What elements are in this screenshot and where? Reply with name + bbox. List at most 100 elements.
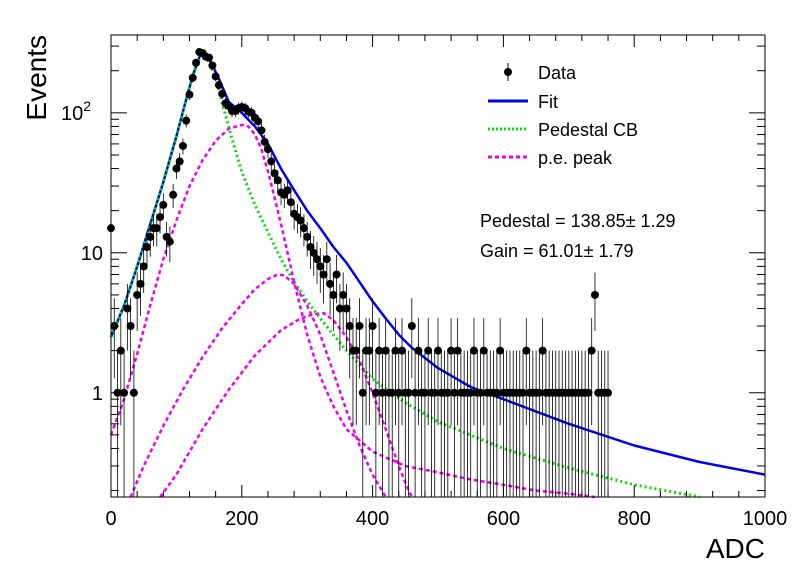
data-point xyxy=(136,263,145,316)
data-point xyxy=(479,318,488,426)
legend: Data Fit Pedestal CB p.e. peak xyxy=(488,63,638,168)
marker xyxy=(254,117,263,126)
data-point xyxy=(581,350,590,497)
marker xyxy=(368,321,377,330)
marker xyxy=(283,186,292,195)
data-point xyxy=(447,318,456,426)
data-point xyxy=(165,226,174,263)
data-point xyxy=(257,123,266,138)
data-point xyxy=(205,53,214,62)
marker xyxy=(519,388,528,397)
marker xyxy=(309,248,318,257)
marker xyxy=(420,388,429,397)
marker xyxy=(169,190,178,199)
data-point xyxy=(522,318,531,426)
marker xyxy=(267,157,276,166)
pe-peak-curve xyxy=(129,273,387,498)
y-tick-label: 10 xyxy=(81,243,103,265)
pedestal-pm: ± xyxy=(626,211,636,231)
y-tick-label: 102 xyxy=(61,98,91,125)
marker xyxy=(192,58,201,67)
data-point xyxy=(535,350,544,497)
data-point xyxy=(469,318,478,426)
data-point xyxy=(214,80,223,91)
data-point xyxy=(528,350,537,497)
data-point xyxy=(541,350,550,497)
marker xyxy=(375,346,384,355)
data-point xyxy=(329,272,338,331)
marker xyxy=(430,388,439,397)
marker xyxy=(296,216,305,225)
data-point xyxy=(303,221,312,257)
data-point xyxy=(502,350,511,497)
marker xyxy=(447,346,456,355)
y-axis-label: Events xyxy=(21,35,52,121)
marker xyxy=(587,346,596,355)
data-point xyxy=(577,350,586,497)
data-point xyxy=(316,247,325,293)
marker xyxy=(332,270,341,279)
marker xyxy=(214,81,223,90)
data-point xyxy=(175,152,184,172)
data-point xyxy=(476,350,485,497)
data-point xyxy=(283,179,292,203)
marker xyxy=(407,321,416,330)
data-point xyxy=(211,72,220,82)
marker xyxy=(329,290,338,299)
data-point xyxy=(169,183,178,209)
data-point xyxy=(492,350,501,497)
data-point xyxy=(365,318,374,426)
data-point xyxy=(159,193,168,220)
data-point xyxy=(371,350,380,497)
data-point xyxy=(185,89,194,101)
marker xyxy=(303,232,312,241)
marker xyxy=(211,72,220,81)
data-point xyxy=(558,350,567,497)
data-point xyxy=(574,350,583,497)
gain-value: Gain = 61.01 xyxy=(480,241,584,261)
data-point xyxy=(407,298,416,379)
data-point xyxy=(342,283,351,351)
data-point xyxy=(263,141,272,158)
pedestal-value: Pedestal = 138.85 xyxy=(480,211,626,231)
data-point xyxy=(299,214,308,247)
y-tick-base: 10 xyxy=(61,103,83,125)
data-point xyxy=(309,236,318,276)
marker xyxy=(136,279,145,288)
marker xyxy=(126,321,135,330)
data-point xyxy=(368,298,377,379)
marker xyxy=(371,388,380,397)
marker xyxy=(443,388,452,397)
marker xyxy=(299,224,308,233)
data-point xyxy=(509,350,518,497)
data-point xyxy=(548,350,557,497)
legend-label-pe: p.e. peak xyxy=(538,148,613,168)
data-point xyxy=(398,318,407,426)
marker xyxy=(286,198,295,207)
data-point xyxy=(188,73,197,83)
marker xyxy=(257,126,266,135)
data-point xyxy=(120,350,129,497)
data-point xyxy=(326,263,335,316)
y-tick-label: 1 xyxy=(92,383,103,405)
marker xyxy=(496,346,505,355)
data-point xyxy=(388,350,397,497)
data-point xyxy=(545,350,554,497)
data-point xyxy=(594,350,603,497)
y-tick-exponent: 2 xyxy=(83,98,91,114)
data-point xyxy=(525,350,534,497)
marker xyxy=(355,321,364,330)
data-point xyxy=(313,241,322,284)
data-point xyxy=(411,350,420,497)
data-point xyxy=(590,272,599,331)
x-tick-label: 800 xyxy=(618,508,651,530)
data-point xyxy=(538,318,547,426)
data-point xyxy=(515,350,524,497)
data-point xyxy=(306,231,315,269)
marker xyxy=(178,141,187,150)
data-point xyxy=(273,170,282,192)
marker xyxy=(335,304,344,313)
pedestal-curve xyxy=(109,52,700,499)
data-point xyxy=(218,88,227,100)
